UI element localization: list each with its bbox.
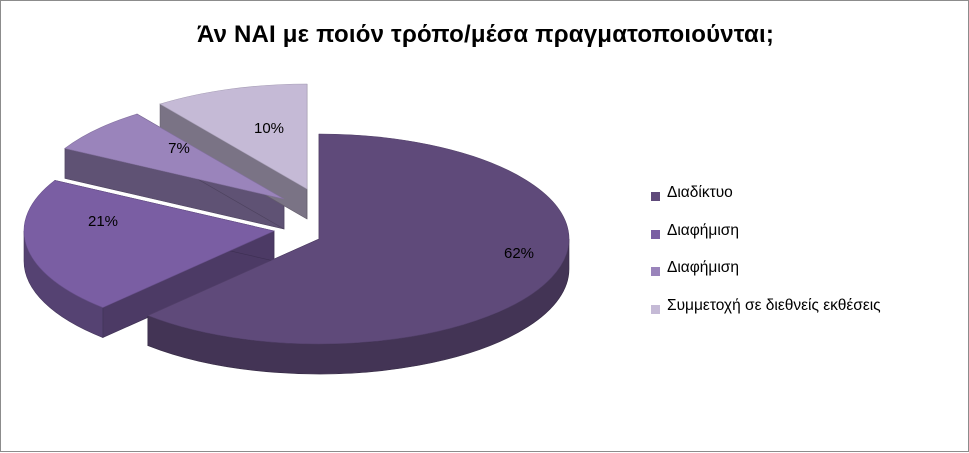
pie-slice-label: 62% [504,245,534,262]
pie-slice-label: 21% [88,213,118,230]
pie-slice-label: 7% [168,140,190,157]
pie-slice [64,113,285,200]
legend-swatch [651,192,660,201]
legend-label: Συμμετοχή σε διεθνείς εκθέσεις [667,296,881,314]
legend-swatch [651,304,660,314]
legend-label: Διαφήμιση [667,221,739,239]
chart-title: Άν ΝΑΙ με ποιόν τρόπο/μέσα πραγματοποιού… [196,21,775,48]
legend-label: Διαφήμιση [667,259,739,276]
legend-label: Διαδίκτυο [667,184,733,201]
pie-slice [147,133,570,345]
pie-slice [23,180,275,308]
legend-swatch [651,267,660,276]
pie-slice [159,83,308,190]
legend-swatch [651,229,660,239]
pie-slice-label: 10% [254,120,284,137]
